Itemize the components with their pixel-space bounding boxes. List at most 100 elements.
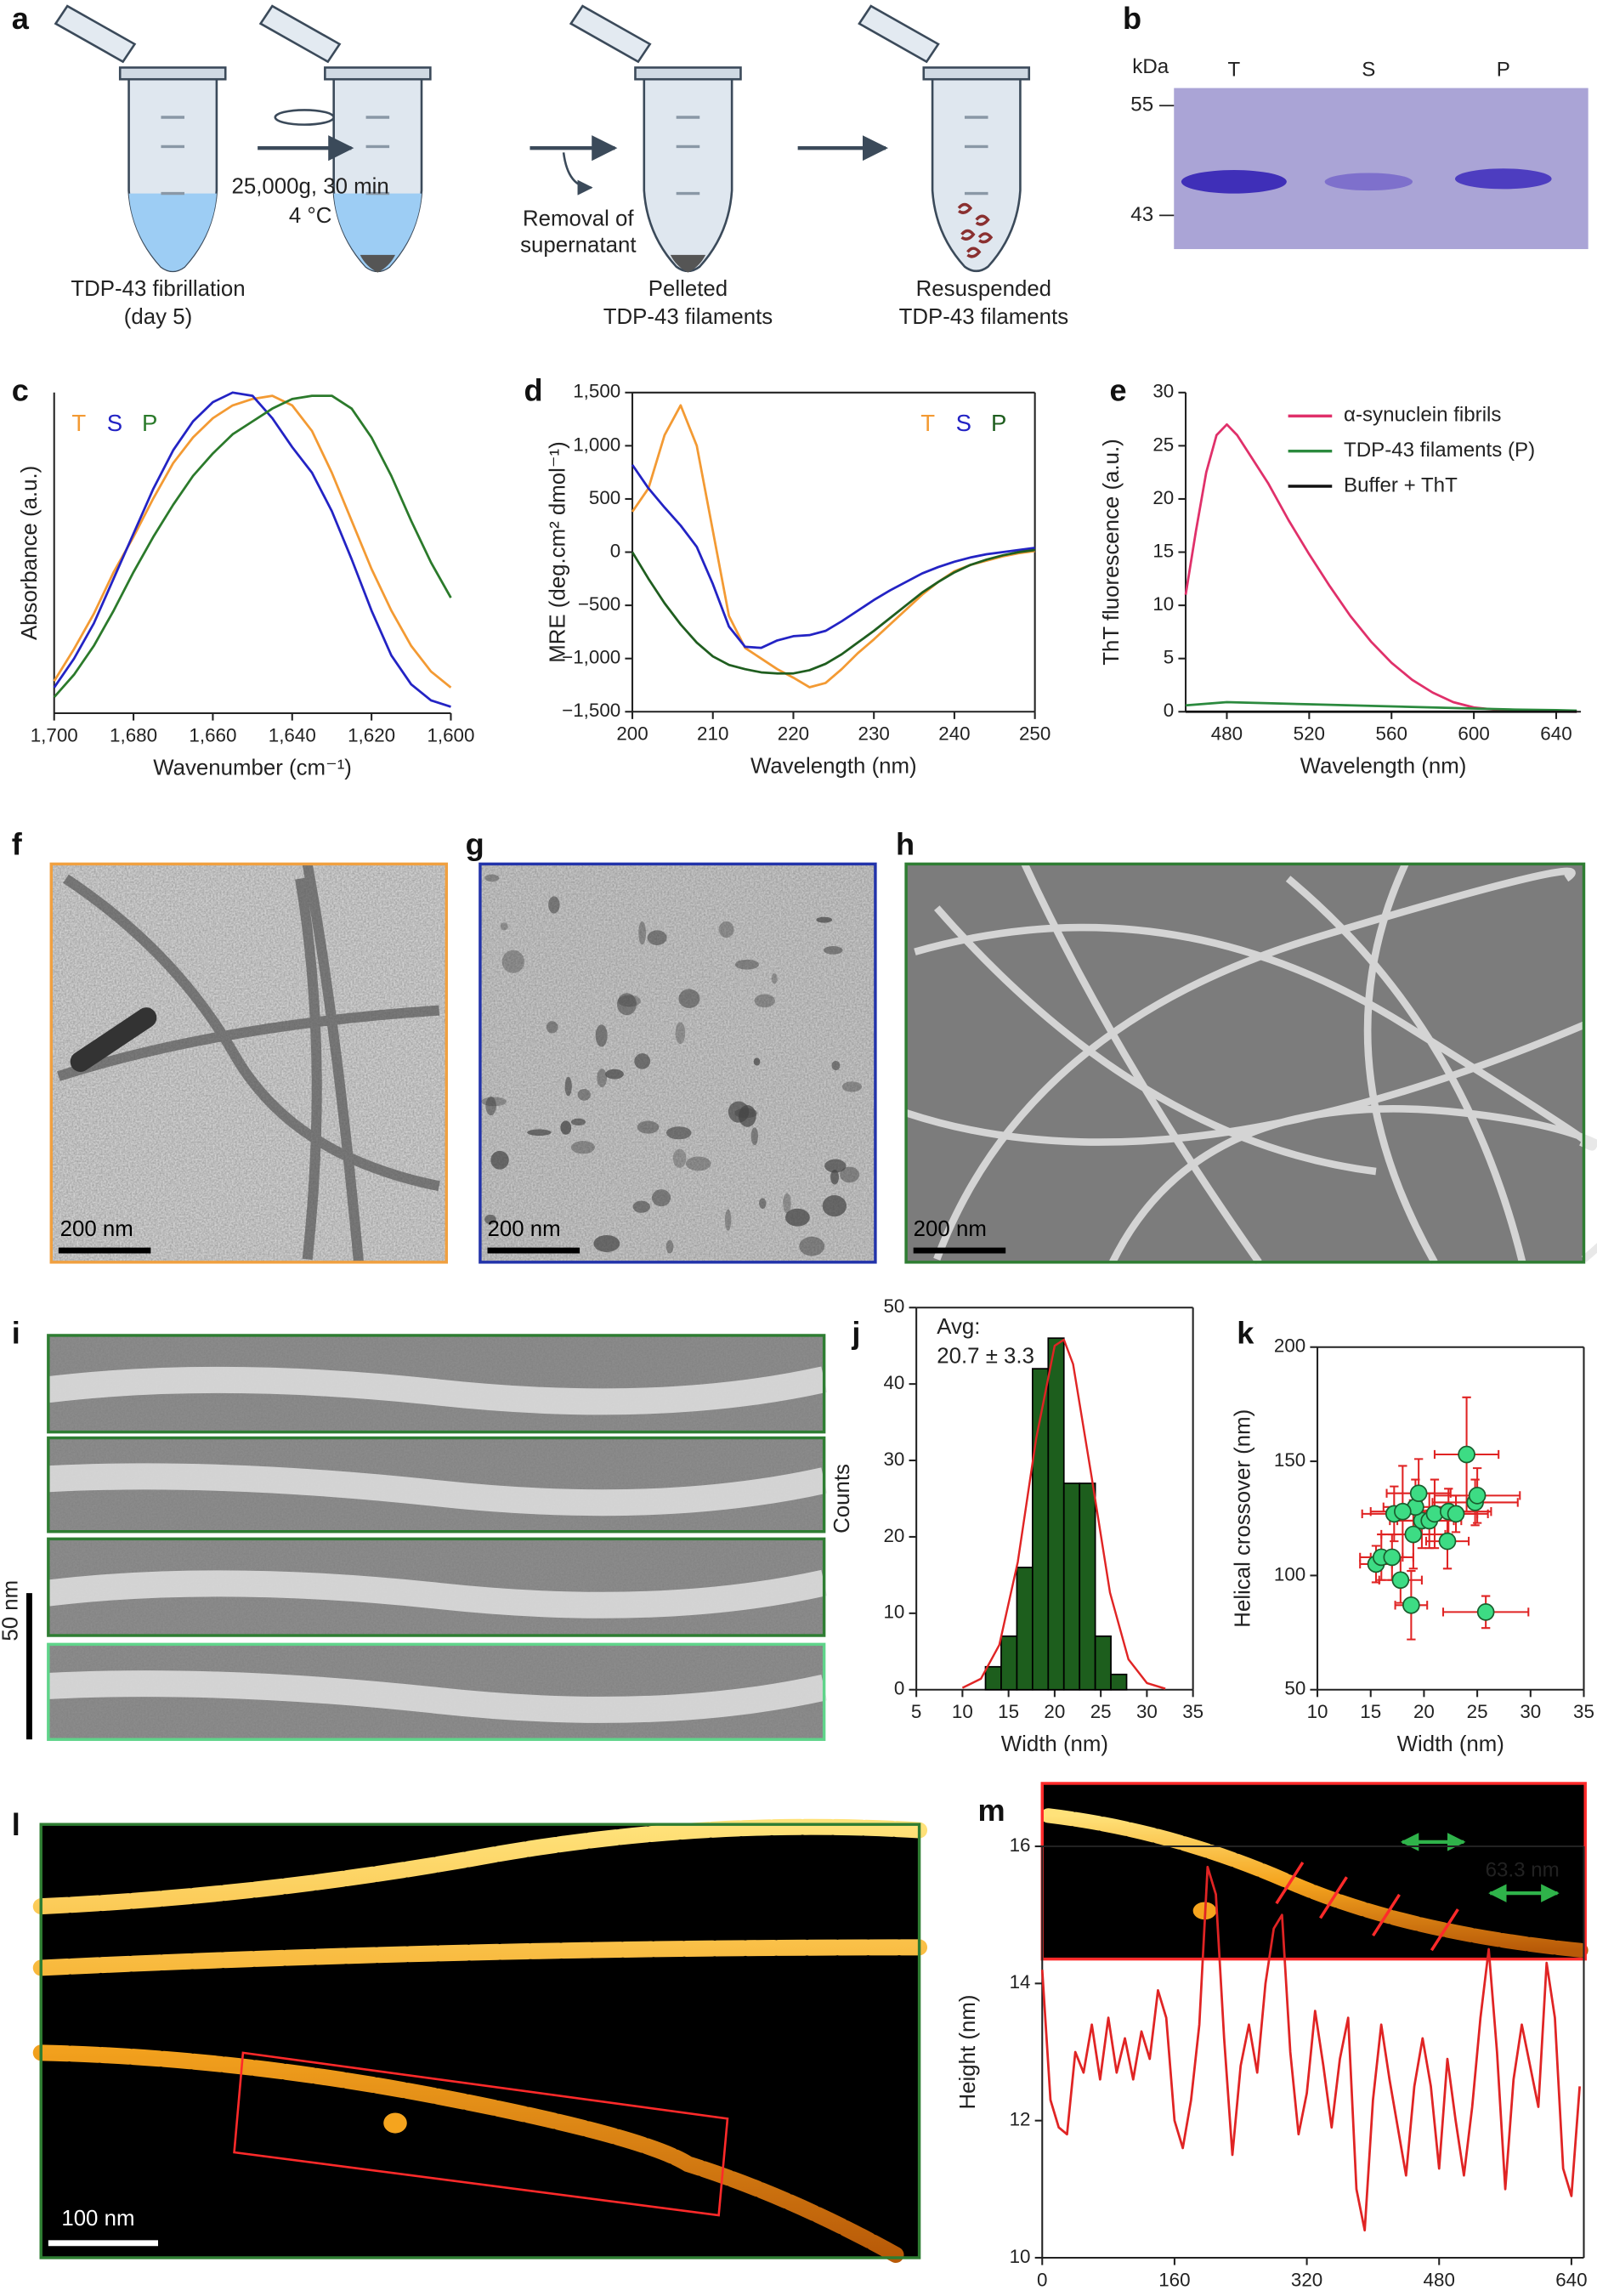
annotation: Avg: — [937, 1315, 980, 1339]
afm-image: l 100 nm — [12, 1807, 928, 2264]
resuspended-filament — [977, 232, 994, 244]
aggregate — [728, 1101, 750, 1123]
y-axis-label: Height (nm) — [956, 1995, 980, 2110]
frame — [47, 1436, 826, 1534]
legend-entry: Buffer + ThT — [1344, 473, 1458, 496]
point — [1458, 1445, 1475, 1464]
particle — [383, 2112, 407, 2134]
x-tick-label: 20 — [1413, 1701, 1435, 1722]
aggregate — [840, 1166, 860, 1183]
legend-entry: T — [920, 410, 935, 436]
y-tick-label: −500 — [578, 593, 620, 615]
aggregate — [831, 1060, 841, 1071]
y-tick-label: 10 — [1152, 593, 1174, 615]
marker-label: 55 — [1130, 94, 1153, 116]
y-tick-label: 40 — [883, 1372, 904, 1393]
y-tick-label: 5 — [1164, 647, 1174, 668]
resuspended-filament — [966, 247, 982, 258]
y-tick-label: 500 — [589, 487, 620, 508]
gel: b kDa T S P 55 43 — [1123, 1, 1589, 250]
filament — [48, 1670, 827, 1723]
x-tick-label: 220 — [778, 723, 809, 745]
caption: TDP-43 filaments — [899, 305, 1069, 329]
y-tick-label: 30 — [883, 1448, 904, 1470]
x-tick-label: 640 — [1555, 2269, 1587, 2290]
x-tick-label: 20 — [1044, 1701, 1065, 1722]
point — [1468, 1487, 1487, 1505]
pellet — [360, 254, 396, 273]
resuspended-filament — [957, 202, 973, 214]
x-tick-label: 320 — [1291, 2269, 1322, 2290]
point — [1476, 1603, 1495, 1621]
tube — [931, 77, 1022, 273]
y-tick-label: 12 — [1010, 2109, 1031, 2130]
y-tick-label: 20 — [883, 1525, 904, 1546]
scheme: a TDP-43 fibrillation (day 5) 25,000g, 3… — [12, 1, 1068, 329]
lane-label: P — [1497, 58, 1510, 81]
aggregate — [841, 1081, 863, 1092]
aggregate — [824, 945, 843, 955]
panel-label: e — [1109, 372, 1126, 407]
aggregate — [632, 1200, 650, 1213]
cap — [569, 4, 652, 64]
aggregate — [830, 1170, 839, 1185]
legend-entry: P — [991, 410, 1006, 436]
x-tick-label: 160 — [1158, 2269, 1190, 2290]
filaments — [57, 863, 440, 1263]
panel-label: f — [12, 826, 23, 861]
aggregate — [595, 1024, 608, 1047]
aggregate — [824, 1159, 847, 1173]
x-tick-label: 1,700 — [31, 724, 78, 745]
aggregate — [570, 1118, 586, 1126]
x-tick-label: 10 — [1307, 1701, 1328, 1722]
tubes — [54, 4, 1031, 273]
x-tick-label: 10 — [952, 1701, 973, 1722]
aggregate — [577, 1089, 591, 1101]
rim — [118, 66, 227, 81]
series-line — [631, 548, 1035, 675]
panel-label: a — [12, 1, 30, 36]
aggregate — [560, 1120, 572, 1135]
y-tick-label: 50 — [1284, 1678, 1305, 1699]
bar — [1062, 1482, 1081, 1691]
y-tick-label: 16 — [1010, 1834, 1031, 1856]
bar — [1079, 1482, 1096, 1691]
bar — [1094, 1635, 1112, 1691]
filament — [46, 1366, 827, 1415]
liquid — [128, 193, 217, 271]
caption: (day 5) — [124, 305, 192, 329]
caption: Resuspended — [916, 277, 1051, 301]
x-tick-label: 1,680 — [110, 724, 157, 745]
panel-label: b — [1123, 1, 1141, 36]
caption: 4 °C — [289, 204, 332, 228]
annotation: 20.7 ± 3.3 — [937, 1345, 1034, 1369]
resuspended-filament — [960, 229, 976, 241]
aggregate — [816, 916, 833, 923]
aggregate — [665, 1126, 692, 1140]
x-tick-label: 600 — [1458, 723, 1489, 745]
aggregate — [685, 1156, 711, 1171]
y-tick-label: 0 — [1164, 700, 1174, 721]
aggregate — [638, 921, 647, 945]
point — [1402, 1596, 1420, 1614]
x-axis-label: Wavelength (nm) — [750, 755, 917, 779]
cap — [858, 4, 940, 64]
frame — [49, 862, 449, 1264]
y-tick-label: 150 — [1274, 1449, 1305, 1471]
x-tick-label: 1,620 — [348, 724, 395, 745]
scale-label: 100 nm — [61, 2207, 134, 2231]
cap — [54, 4, 137, 64]
aggregate — [754, 994, 775, 1008]
series-line — [53, 394, 452, 699]
legend-entry: T — [71, 410, 86, 436]
lane-label: T — [1228, 58, 1241, 81]
aggregate — [637, 1120, 660, 1134]
x-axis-label: Width (nm) — [1001, 1732, 1108, 1756]
aggregate — [617, 993, 637, 1016]
aggregates — [481, 874, 863, 1256]
point — [1383, 1548, 1402, 1567]
legend-entry: P — [142, 410, 157, 436]
y-tick-label: 30 — [1152, 381, 1174, 402]
point — [1447, 1505, 1465, 1523]
bar — [1000, 1635, 1018, 1691]
